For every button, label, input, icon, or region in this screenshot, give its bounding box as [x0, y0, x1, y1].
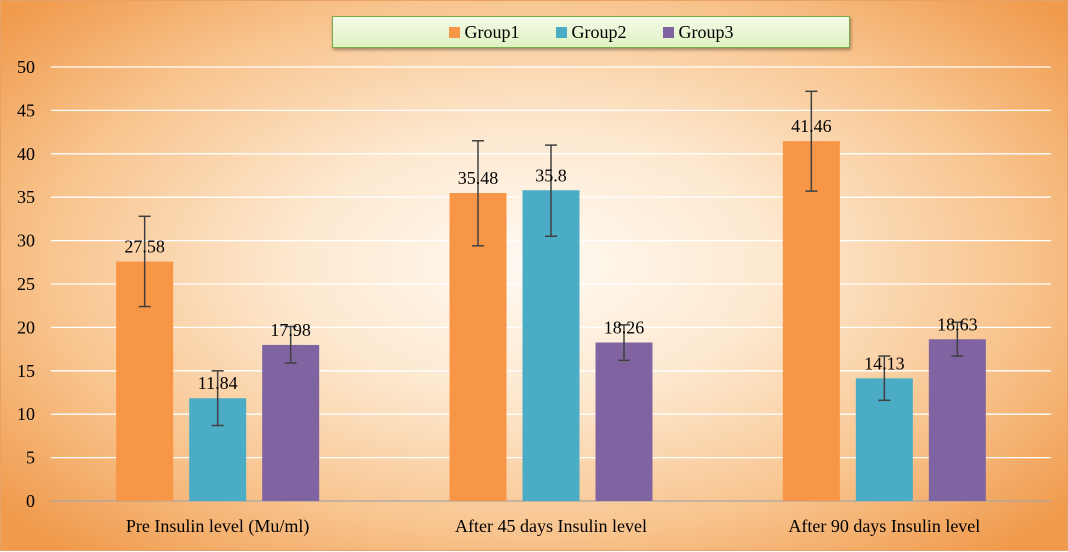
- x-category-label: After 90 days Insulin level: [788, 516, 980, 536]
- data-label: 18.26: [604, 318, 645, 338]
- y-tick-label: 40: [17, 144, 35, 164]
- y-tick-label: 15: [17, 361, 35, 381]
- legend-item-group2: Group2: [555, 21, 627, 43]
- y-tick-label: 20: [17, 317, 35, 337]
- x-category-label: Pre Insulin level (Mu/ml): [126, 516, 309, 537]
- data-label: 35.48: [458, 168, 499, 188]
- y-tick-label: 0: [26, 491, 35, 511]
- data-label: 35.8: [535, 165, 567, 185]
- x-category-label: After 45 days Insulin level: [455, 516, 647, 536]
- legend: Group1 Group2 Group3: [332, 16, 850, 48]
- bar-group3-2: [928, 339, 986, 501]
- data-label: 41.46: [791, 116, 832, 136]
- y-tick-label: 45: [17, 100, 35, 120]
- data-label: 17.98: [270, 320, 311, 340]
- y-tick-label: 35: [17, 187, 35, 207]
- y-tick-label: 50: [17, 57, 35, 77]
- legend-label-group1: Group1: [464, 21, 520, 42]
- legend-item-group3: Group3: [662, 21, 734, 43]
- y-tick-label: 25: [17, 274, 35, 294]
- data-label: 11.84: [198, 373, 238, 393]
- bar-group1-2: [782, 141, 840, 501]
- y-tick-label: 10: [17, 404, 35, 424]
- legend-swatch-group3: [662, 26, 674, 38]
- legend-swatch-group1: [448, 26, 460, 38]
- y-tick-label: 5: [26, 448, 35, 468]
- data-label: 27.58: [124, 237, 165, 257]
- bar-group3-1: [595, 342, 653, 501]
- legend-label-group3: Group3: [678, 21, 734, 42]
- y-tick-label: 30: [17, 231, 35, 251]
- legend-item-group1: Group1: [448, 21, 520, 43]
- legend-label-group2: Group2: [571, 21, 627, 42]
- data-label: 14.13: [864, 353, 905, 373]
- bar-group3-0: [262, 344, 320, 501]
- bar-group2-1: [522, 190, 580, 502]
- data-label: 18.63: [937, 314, 978, 334]
- legend-swatch-group2: [555, 26, 567, 38]
